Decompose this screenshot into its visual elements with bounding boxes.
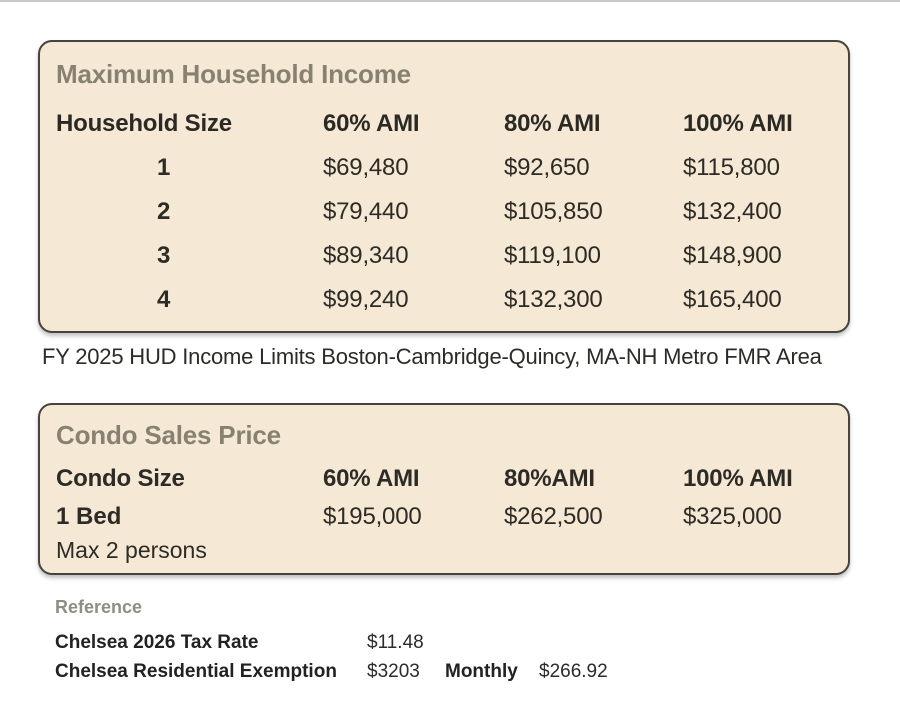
reference-row-exemption: Chelsea Residential Exemption $3203 Mont… — [55, 657, 755, 686]
condo-price-value: $262,500 — [504, 503, 603, 530]
condo-col-60-ami: 60% AMI — [323, 465, 420, 492]
condo-panel-title: Condo Sales Price — [56, 420, 281, 450]
condo-size-note: Max 2 persons — [56, 537, 207, 563]
tax-rate-label: Chelsea 2026 Tax Rate — [55, 631, 259, 653]
condo-price-value: $195,000 — [323, 503, 422, 530]
income-col-80-ami: 80% AMI — [504, 110, 601, 137]
income-value: $89,340 — [323, 242, 409, 269]
income-value: $119,100 — [504, 242, 601, 269]
household-size-value: 2 — [157, 198, 171, 225]
income-value: $105,850 — [504, 198, 603, 225]
monthly-value: $266.92 — [539, 660, 608, 682]
income-col-household-size: Household Size — [56, 110, 232, 137]
income-table: Household Size 60% AMI 80% AMI 100% AMI … — [40, 102, 848, 322]
condo-price-value: $325,000 — [683, 503, 782, 530]
condo-col-80-ami: 80%AMI — [504, 465, 595, 492]
table-row: 3 $89,340 $119,100 $148,900 — [56, 234, 832, 278]
tax-rate-value: $11.48 — [367, 631, 424, 653]
monthly-label: Monthly — [445, 660, 518, 682]
condo-size-cell: 1 Bed Max 2 persons — [56, 499, 323, 565]
income-limits-caption: FY 2025 HUD Income Limits Boston-Cambrid… — [42, 344, 822, 369]
income-panel-title: Maximum Household Income — [56, 59, 411, 89]
exemption-value: $3203 — [367, 660, 420, 682]
income-value: $92,650 — [504, 154, 590, 181]
table-row: 1 $69,480 $92,650 $115,800 — [56, 146, 832, 190]
table-row: 1 Bed Max 2 persons $195,000 $262,500 $3… — [56, 499, 832, 565]
condo-table: Condo Size 60% AMI 80%AMI 100% AMI 1 Bed… — [40, 459, 848, 565]
income-value: $69,480 — [323, 154, 409, 181]
table-row: 4 $99,240 $132,300 $165,400 — [56, 278, 832, 322]
top-border-line — [0, 0, 900, 2]
income-panel: Maximum Household Income Household Size … — [38, 40, 850, 333]
income-value: $79,440 — [323, 198, 409, 225]
household-size-value: 1 — [157, 154, 171, 181]
income-value: $99,240 — [323, 286, 409, 313]
reference-title: Reference — [55, 597, 143, 617]
exemption-label: Chelsea Residential Exemption — [55, 660, 337, 682]
reference-section: Reference Chelsea 2026 Tax Rate $11.48 C… — [55, 596, 755, 686]
household-size-value: 4 — [157, 286, 171, 313]
income-value: $165,400 — [683, 286, 782, 313]
income-value: $132,300 — [504, 286, 603, 313]
condo-col-size: Condo Size — [56, 465, 185, 492]
income-table-header-row: Household Size 60% AMI 80% AMI 100% AMI — [56, 102, 832, 146]
income-value: $132,400 — [683, 198, 782, 225]
table-row: 2 $79,440 $105,850 $132,400 — [56, 190, 832, 234]
income-value: $115,800 — [683, 154, 780, 181]
condo-col-100-ami: 100% AMI — [683, 465, 793, 492]
condo-panel: Condo Sales Price Condo Size 60% AMI 80%… — [38, 403, 850, 575]
income-col-60-ami: 60% AMI — [323, 110, 420, 137]
condo-table-header-row: Condo Size 60% AMI 80%AMI 100% AMI — [56, 459, 832, 499]
income-col-100-ami: 100% AMI — [683, 110, 793, 137]
income-value: $148,900 — [683, 242, 782, 269]
household-size-value: 3 — [157, 242, 171, 269]
condo-size-name: 1 Bed — [56, 503, 122, 530]
reference-row-tax-rate: Chelsea 2026 Tax Rate $11.48 — [55, 628, 755, 657]
